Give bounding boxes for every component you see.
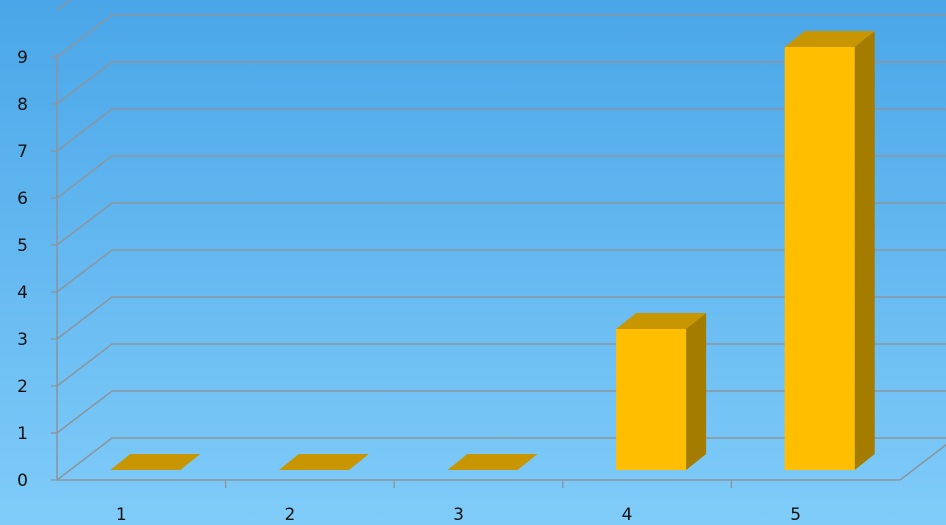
bar-top-5: [784, 31, 875, 47]
gridline-3: [56, 296, 946, 340]
axes: [51, 53, 946, 488]
gridline-4: [56, 249, 946, 293]
y-tick-label-0: 0: [17, 471, 28, 491]
y-tick-label-3: 3: [17, 330, 28, 350]
bar-2: [278, 454, 369, 470]
bar-side-5: [854, 31, 875, 470]
y-tick-label-1: 1: [17, 424, 28, 444]
x-tick-label-1: 1: [116, 505, 127, 525]
bars: [110, 31, 875, 470]
bar-3: [447, 454, 538, 470]
x-tick-label-4: 4: [622, 505, 633, 525]
bar-1: [110, 454, 201, 470]
y-tick-label-5: 5: [17, 236, 28, 256]
gridline-6: [56, 155, 946, 199]
tick-labels: 0 1 2 3 4 5 6 7 8 9 1 2 3 4 5: [17, 48, 801, 525]
x-tick-label-3: 3: [453, 505, 464, 525]
bar-front-5: [784, 47, 855, 470]
bar-top-4: [616, 313, 707, 329]
y-tick-label-6: 6: [17, 189, 28, 209]
y-tick-label-2: 2: [17, 377, 28, 397]
gridline-9: [56, 14, 946, 58]
bar-top-1: [110, 454, 201, 470]
y-tick-label-7: 7: [17, 142, 28, 162]
x-tick-label-5: 5: [790, 505, 801, 525]
bar-top-2: [278, 454, 369, 470]
x-tick-label-2: 2: [284, 505, 295, 525]
gridlines: [56, 0, 946, 481]
bar-side-4: [686, 313, 707, 470]
gridline-5: [56, 202, 946, 246]
bar-5: [784, 31, 875, 470]
gridline-8: [56, 61, 946, 105]
bar-top-3: [447, 454, 538, 470]
gridline-7: [56, 108, 946, 152]
y-tick-label-4: 4: [17, 283, 28, 303]
bar-4: [616, 313, 707, 470]
y-tick-label-9: 9: [17, 48, 28, 68]
y-tick-label-8: 8: [17, 95, 28, 115]
bar-front-4: [616, 329, 687, 470]
